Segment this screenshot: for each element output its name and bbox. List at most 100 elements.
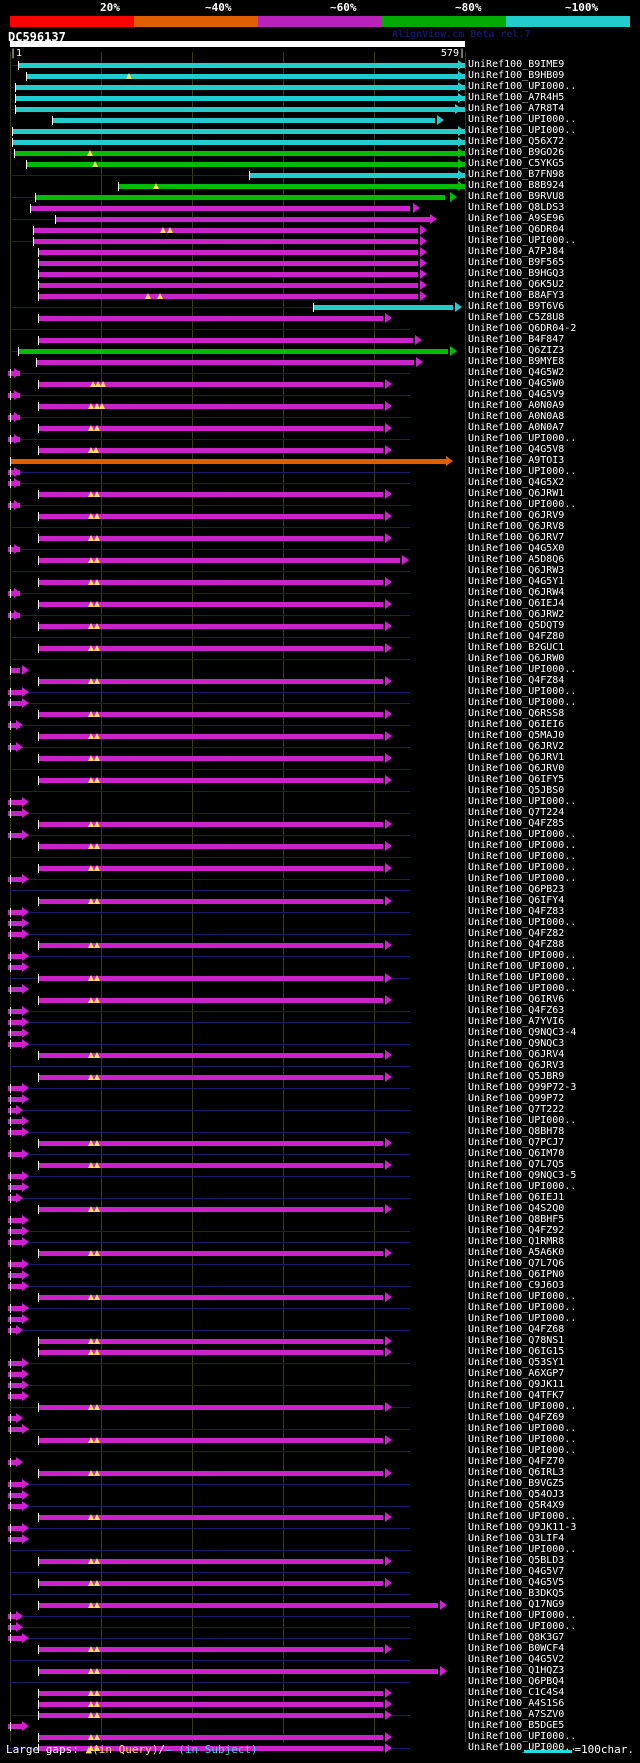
hit-label[interactable]: UniRef100_B5DGE5: [468, 1720, 565, 1731]
hit-row[interactable]: UniRef100_UPI000..: [0, 950, 640, 962]
hit-label[interactable]: UniRef100_Q4FZ82: [468, 928, 565, 939]
hit-label[interactable]: UniRef100_UPI000..: [468, 961, 577, 972]
hit-label[interactable]: UniRef100_Q4FZ83: [468, 906, 565, 917]
hsp-bar[interactable]: [8, 1724, 22, 1729]
hit-label[interactable]: UniRef100_UPI000..: [468, 1445, 577, 1456]
hit-label[interactable]: UniRef100_Q5JBR9: [468, 1071, 565, 1082]
hit-label[interactable]: UniRef100_Q4FZ88: [468, 939, 565, 950]
hit-label[interactable]: UniRef100_Q7L7Q6: [468, 1258, 565, 1269]
hit-label[interactable]: UniRef100_Q9JK11: [468, 1379, 565, 1390]
hsp-bar[interactable]: [8, 877, 22, 882]
hit-row[interactable]: UniRef100_UPI000..: [0, 1610, 640, 1622]
hsp-bar[interactable]: [8, 1020, 22, 1025]
hit-row[interactable]: UniRef100_Q1HQZ3: [0, 1665, 640, 1677]
hit-row[interactable]: UniRef100_Q4FZ82: [0, 928, 640, 940]
hsp-bar[interactable]: [38, 1702, 383, 1707]
hit-label[interactable]: UniRef100_B9GO26: [468, 147, 565, 158]
hit-label[interactable]: UniRef100_Q6JRV4: [468, 1049, 565, 1060]
hit-label[interactable]: UniRef100_Q6K5U2: [468, 279, 565, 290]
hsp-bar[interactable]: [8, 932, 22, 937]
hit-label[interactable]: UniRef100_Q6IEJ4: [468, 598, 565, 609]
hit-label[interactable]: UniRef100_Q99P72-3: [468, 1082, 577, 1093]
hit-row[interactable]: UniRef100_Q4G5Y1: [0, 576, 640, 588]
hit-label[interactable]: UniRef100_A0N0A7: [468, 422, 565, 433]
hsp-bar[interactable]: [55, 217, 430, 222]
hit-label[interactable]: UniRef100_Q6IPN0: [468, 1269, 565, 1280]
hit-row[interactable]: UniRef100_Q5MAJ0: [0, 730, 640, 742]
hit-row[interactable]: UniRef100_Q6JRV7: [0, 532, 640, 544]
hsp-bar[interactable]: [38, 778, 383, 783]
hsp-bar[interactable]: [38, 580, 383, 585]
hsp-bar[interactable]: [8, 1262, 22, 1267]
hit-label[interactable]: UniRef100_Q4G5V7: [468, 1566, 565, 1577]
hit-row[interactable]: UniRef100_B9HB09: [0, 70, 640, 82]
hit-row[interactable]: UniRef100_Q8LDS3: [0, 202, 640, 214]
hsp-bar[interactable]: [38, 1735, 383, 1740]
hit-row[interactable]: UniRef100_UPI000..: [0, 1621, 640, 1633]
hsp-bar[interactable]: [38, 998, 383, 1003]
hit-row[interactable]: UniRef100_B9VGZ5: [0, 1478, 640, 1490]
hsp-bar[interactable]: [30, 206, 410, 211]
hit-row[interactable]: UniRef100_Q6JRV3: [0, 1060, 640, 1072]
hsp-bar[interactable]: [8, 1130, 22, 1135]
hit-row[interactable]: UniRef100_Q8BHF5: [0, 1214, 640, 1226]
hsp-bar[interactable]: [38, 1746, 383, 1751]
hsp-bar[interactable]: [38, 756, 383, 761]
hit-label[interactable]: UniRef100_Q4FZ84: [468, 675, 565, 686]
hit-row[interactable]: UniRef100_UPI000..: [0, 466, 640, 478]
hit-row[interactable]: UniRef100_Q6PBQ4: [0, 1676, 640, 1688]
hit-label[interactable]: UniRef100_UPI000..: [468, 851, 577, 862]
hit-label[interactable]: UniRef100_Q6JRV9: [468, 510, 565, 521]
hit-row[interactable]: UniRef100_Q4FZ85: [0, 818, 640, 830]
hit-row[interactable]: UniRef100_Q6IEJ4: [0, 598, 640, 610]
hit-label[interactable]: UniRef100_Q7PCJ7: [468, 1137, 565, 1148]
hsp-bar[interactable]: [8, 1372, 22, 1377]
hsp-bar[interactable]: [38, 536, 383, 541]
hit-label[interactable]: UniRef100_UPI000..: [468, 114, 577, 125]
hsp-bar[interactable]: [38, 734, 383, 739]
hit-row[interactable]: UniRef100_UPI000..: [0, 1313, 640, 1325]
hsp-bar[interactable]: [8, 811, 22, 816]
hit-row[interactable]: UniRef100_A6XGP7: [0, 1368, 640, 1380]
hsp-bar[interactable]: [38, 1713, 383, 1718]
hsp-bar[interactable]: [8, 1306, 22, 1311]
hit-row[interactable]: UniRef100_Q6IPN0: [0, 1269, 640, 1281]
hsp-bar[interactable]: [8, 1284, 22, 1289]
hit-row[interactable]: UniRef100_UPI000..: [0, 433, 640, 445]
hit-row[interactable]: UniRef100_UPI000..: [0, 125, 640, 137]
hit-label[interactable]: UniRef100_UPI000..: [468, 235, 577, 246]
hit-row[interactable]: UniRef100_Q4G5V8: [0, 444, 640, 456]
hit-label[interactable]: UniRef100_Q9JK11-3: [468, 1522, 577, 1533]
hit-label[interactable]: UniRef100_UPI000..: [468, 829, 577, 840]
hsp-bar[interactable]: [38, 316, 383, 321]
hsp-bar[interactable]: [52, 118, 435, 123]
hsp-bar[interactable]: [18, 349, 448, 354]
hit-label[interactable]: UniRef100_Q6IEJ1: [468, 1192, 565, 1203]
hsp-bar[interactable]: [313, 305, 453, 310]
hit-row[interactable]: UniRef100_Q4G5X0: [0, 543, 640, 555]
hsp-bar[interactable]: [38, 1207, 383, 1212]
hit-row[interactable]: UniRef100_Q7PCJ7: [0, 1137, 640, 1149]
hit-row[interactable]: UniRef100_Q6K5U2: [0, 279, 640, 291]
hsp-bar[interactable]: [38, 679, 383, 684]
hit-label[interactable]: UniRef100_Q5BLD3: [468, 1555, 565, 1566]
hsp-bar[interactable]: [38, 294, 418, 299]
hit-row[interactable]: UniRef100_A0N0A7: [0, 422, 640, 434]
hsp-bar[interactable]: [38, 712, 383, 717]
hit-label[interactable]: UniRef100_C1C4S4: [468, 1687, 565, 1698]
hsp-bar[interactable]: [8, 1185, 22, 1190]
hit-label[interactable]: UniRef100_Q4G5X0: [468, 543, 565, 554]
hit-label[interactable]: UniRef100_UPI000..: [468, 950, 577, 961]
hit-row[interactable]: UniRef100_Q9JK11: [0, 1379, 640, 1391]
hsp-bar[interactable]: [38, 624, 383, 629]
hsp-bar[interactable]: [15, 107, 465, 112]
hit-row[interactable]: UniRef100_B3DKQ5: [0, 1588, 640, 1600]
hit-row[interactable]: UniRef100_A9TOI3: [0, 455, 640, 467]
hit-label[interactable]: UniRef100_UPI000..: [468, 1610, 577, 1621]
hit-label[interactable]: UniRef100_B9RVU8: [468, 191, 565, 202]
hit-label[interactable]: UniRef100_C9J6O3: [468, 1280, 565, 1291]
hit-label[interactable]: UniRef100_Q5R4X9: [468, 1500, 565, 1511]
hit-row[interactable]: UniRef100_Q4G5X2: [0, 477, 640, 489]
hsp-bar[interactable]: [38, 338, 413, 343]
hit-label[interactable]: UniRef100_Q17NG9: [468, 1599, 565, 1610]
